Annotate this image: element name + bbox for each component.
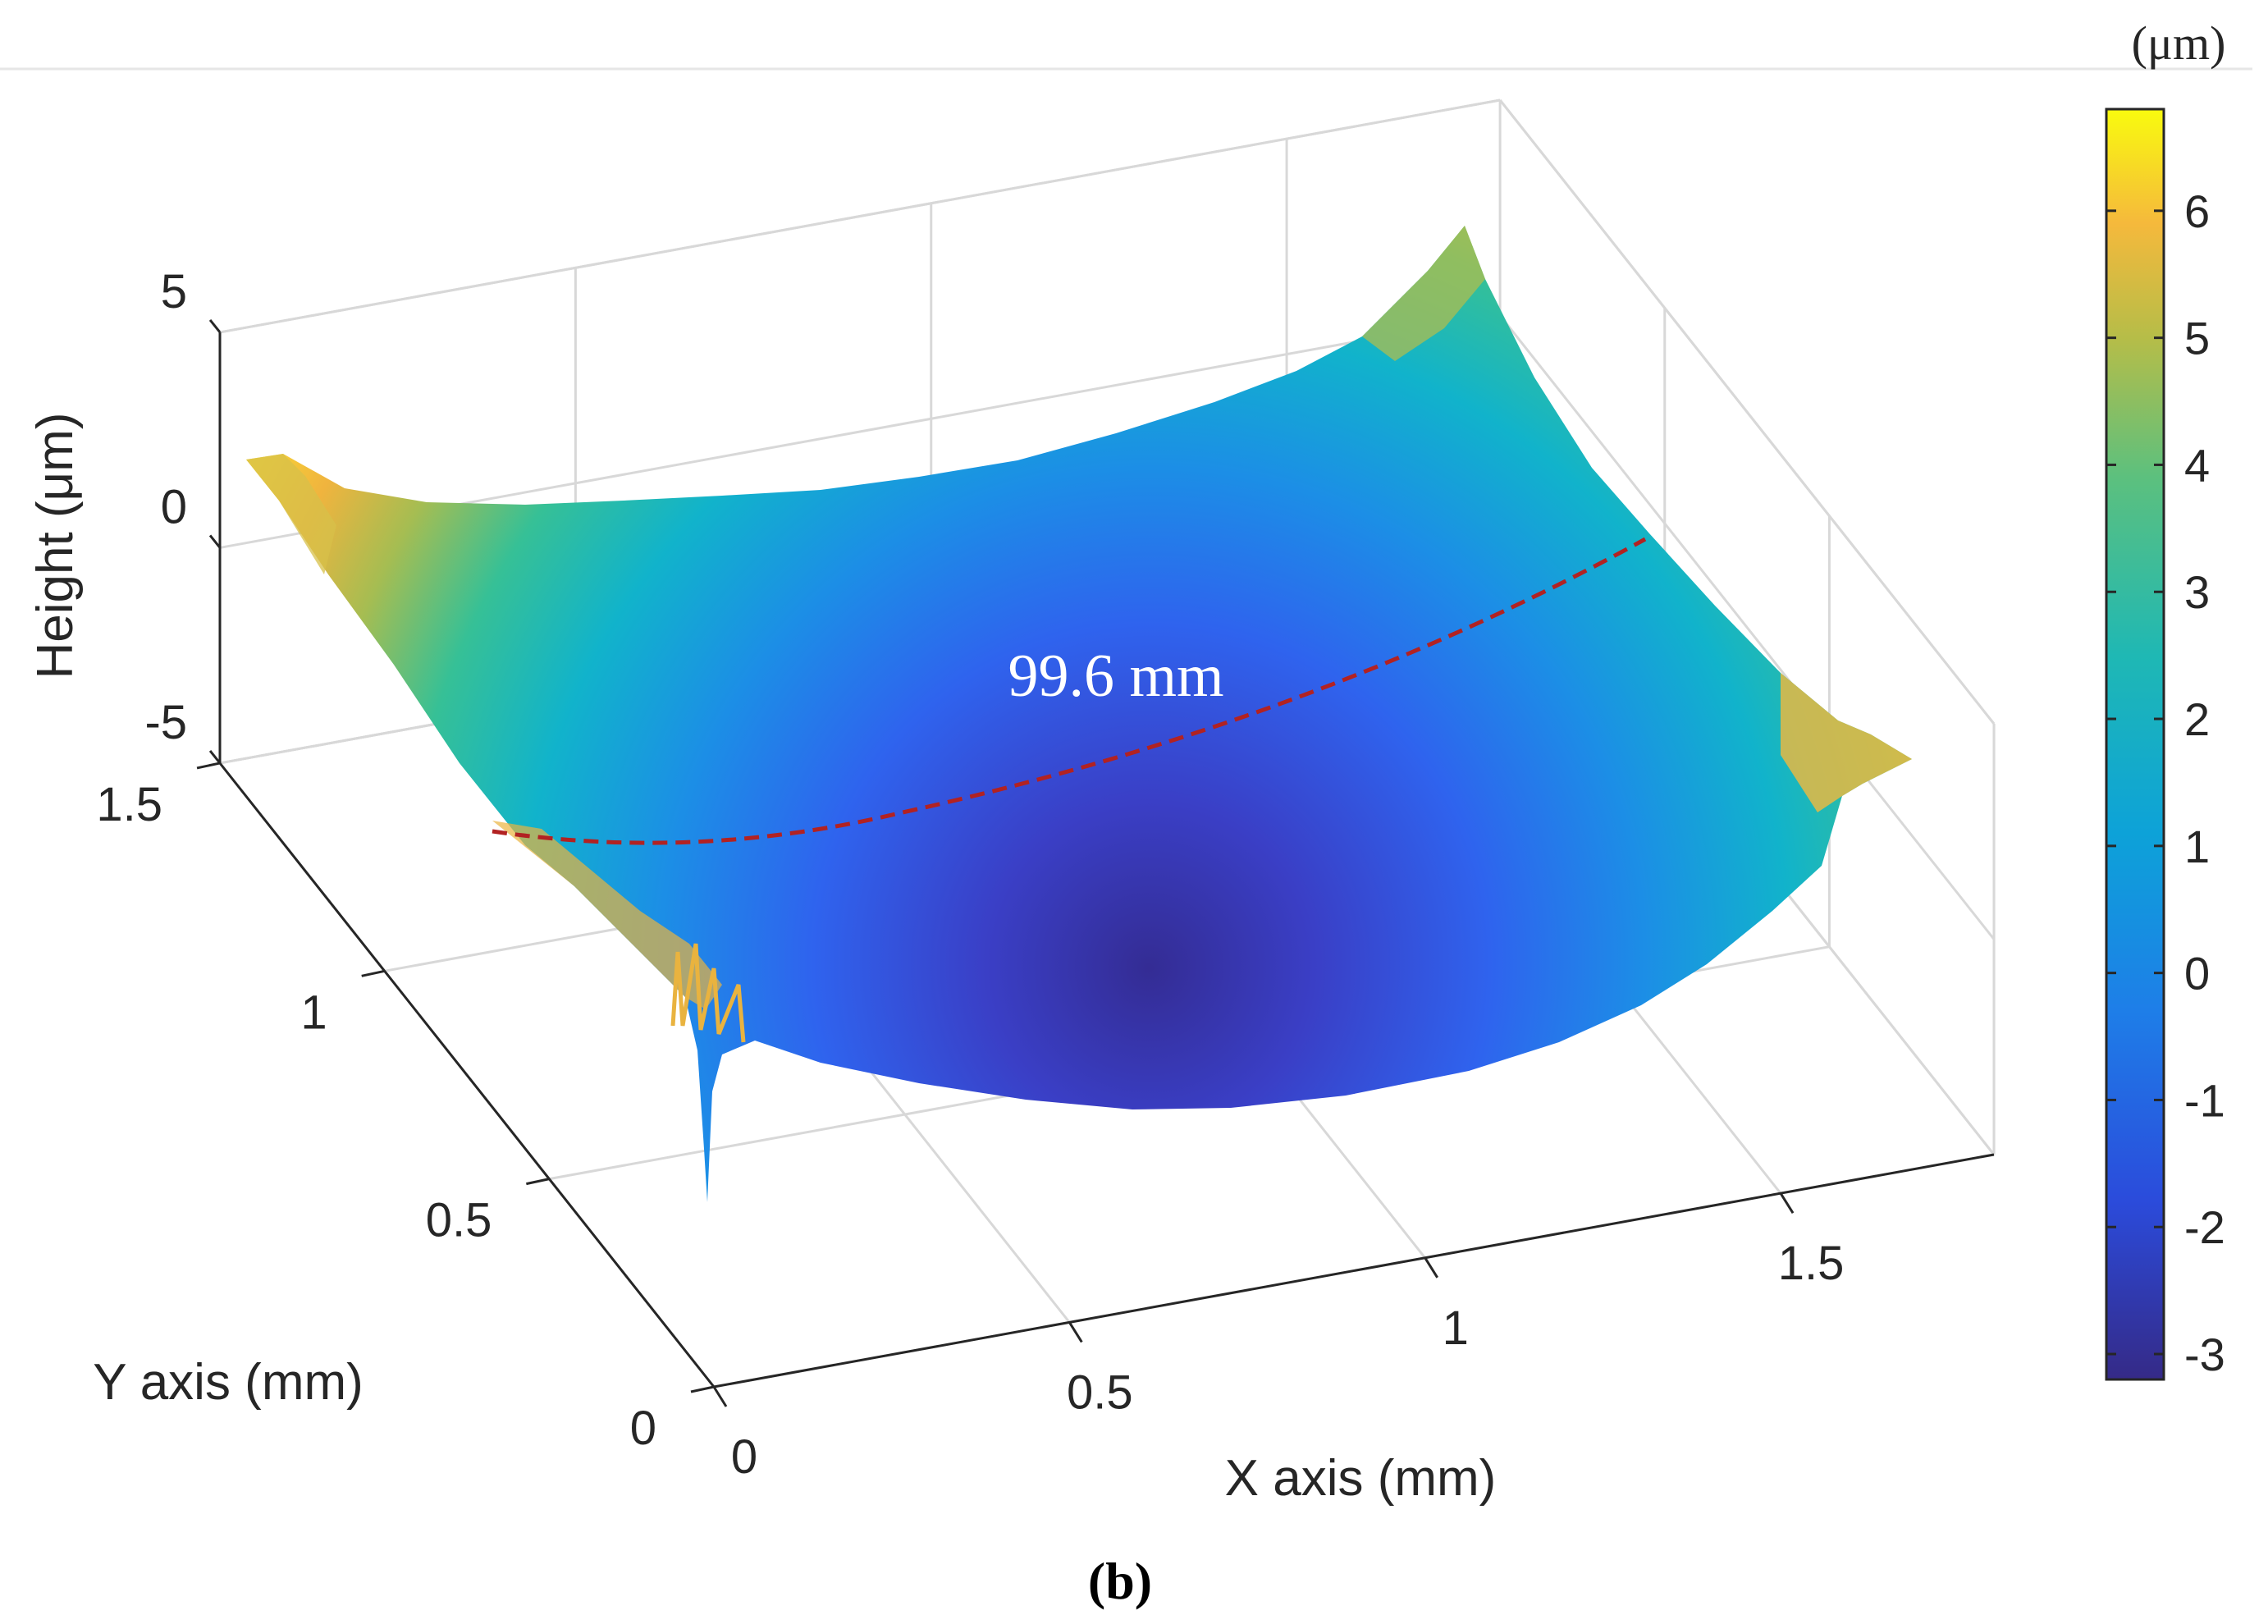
surface-patch [246, 226, 1912, 1202]
x-tick-label: 1.5 [1778, 1237, 1845, 1290]
z-tick-label: 0 [161, 480, 187, 533]
colorbar-tick-label: 4 [2184, 439, 2210, 491]
colorbar-tick-label: 3 [2184, 566, 2210, 618]
y-tick-label: 0 [630, 1402, 656, 1455]
x-tick [712, 1386, 728, 1407]
z-tick [208, 534, 222, 549]
y-tick [196, 762, 221, 770]
y-tick-label: 1.5 [96, 778, 162, 831]
colorbar-bar [2105, 108, 2165, 1381]
box-edge [1498, 99, 1996, 725]
colorbar-tick-label: 5 [2184, 313, 2210, 364]
y-tick [526, 1178, 550, 1186]
z-tick-label: -5 [144, 696, 187, 749]
radius-annotation: 99.6 mm [1008, 643, 1223, 710]
colorbar-tick-label: -3 [2184, 1329, 2225, 1380]
x-axis-title: X axis (mm) [1225, 1450, 1497, 1507]
surface [246, 226, 1912, 1202]
colorbar-tick-label: 2 [2184, 693, 2210, 745]
panel-label: (b) [1088, 1552, 1152, 1610]
x-tick [1424, 1257, 1438, 1279]
colorbar: (μm) 6 5 4 3 2 1 0 -1 -2 -3 [2105, 16, 2226, 1381]
colorbar-tick-label: -2 [2184, 1201, 2225, 1253]
x-tick-label: 0.5 [1067, 1366, 1133, 1419]
y-axis-line [218, 762, 716, 1388]
colorbar-unit-label: (μm) [2132, 16, 2226, 70]
x-tick [1779, 1192, 1795, 1214]
colorbar-tick-label: -1 [2184, 1074, 2225, 1126]
colorbar-ticks: 6 5 4 3 2 1 0 -1 -2 -3 [2106, 185, 2225, 1380]
surface-rim-right [1781, 673, 1912, 812]
right-wall-grid-z [1498, 314, 1996, 940]
y-tick-label: 0.5 [426, 1194, 492, 1247]
colorbar-tick-label: 6 [2184, 185, 2210, 237]
profile-line [492, 537, 1647, 845]
y-tick [361, 969, 386, 977]
surface-spikes [670, 943, 746, 1043]
axis-ticks: 5 0 -5 0 0.5 1 1.5 0 0.5 1 1.5 [96, 265, 1844, 1484]
surface-rim-front [492, 821, 722, 1009]
x-tick [1068, 1321, 1083, 1343]
z-axis-title: Height (μm) [27, 412, 84, 679]
x-axis-line [713, 1153, 1995, 1388]
surface-rim-left [246, 454, 336, 574]
x-tick-label: 0 [731, 1430, 757, 1484]
surface-rim-top [1362, 226, 1485, 361]
x-tick-label: 1 [1443, 1301, 1469, 1355]
box-edge [219, 98, 1501, 334]
z-tick [208, 750, 222, 764]
colorbar-tick-label: 0 [2184, 948, 2210, 1000]
colorbar-tick-label: 1 [2184, 821, 2210, 872]
y-tick [690, 1385, 715, 1393]
y-axis-title: Y axis (mm) [93, 1354, 364, 1411]
y-tick-label: 1 [300, 986, 327, 1039]
z-tick-label: 5 [161, 265, 187, 318]
z-tick [208, 319, 222, 333]
axis-lines [218, 332, 1995, 1388]
